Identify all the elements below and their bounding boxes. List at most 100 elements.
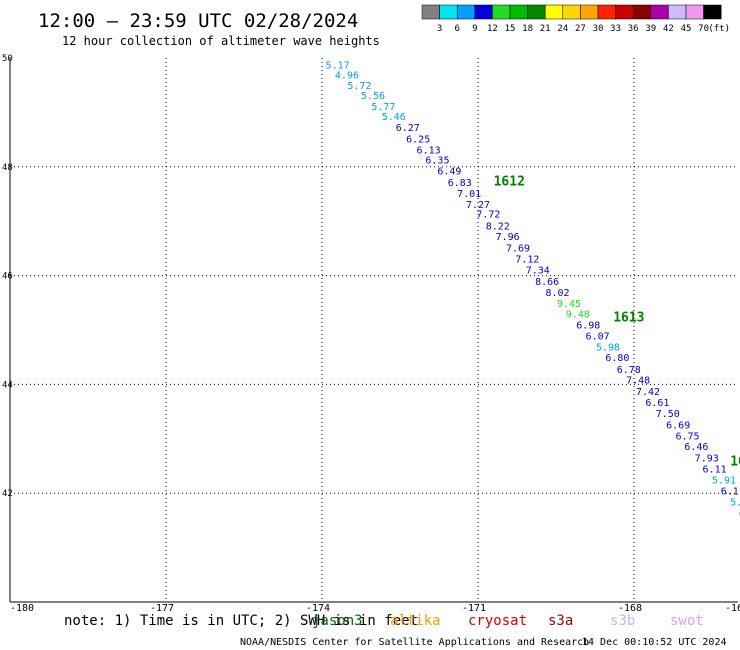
y-tick-label: 48 <box>2 163 13 173</box>
x-tick-label: -171 <box>462 603 486 614</box>
data-point-label: 5.46 <box>382 112 406 123</box>
colorbar-tick-label: 42 <box>663 24 674 34</box>
colorbar-tick-label: 70 <box>698 24 709 34</box>
colorbar-tick-label: 39 <box>645 24 656 34</box>
data-point-label: 6.98 <box>576 321 600 332</box>
data-point-label: 9.45 <box>557 299 581 310</box>
colorbar-swatch <box>544 4 564 20</box>
colorbar-tick-label: 30 <box>593 24 604 34</box>
mission-legend: jason3 altika cryosat s3a s3b swot <box>312 613 704 629</box>
data-point-label: 6.11 <box>703 465 727 476</box>
colorbar-swatch <box>456 4 476 20</box>
timestamp-text: 14 Dec 00:10:52 UTC 2024 <box>582 637 727 648</box>
colorbar-legend: 3 6 9 12 15 18 21 24 27 30 33 36 39 42 45 70 (ft) <box>421 4 730 34</box>
x-tick-label: -177 <box>150 603 174 614</box>
data-point-label: 7.96 <box>496 232 520 243</box>
data-point-label: 9.48 <box>566 310 590 321</box>
data-point-label: 8.02 <box>546 288 570 299</box>
x-tick-label: -168 <box>618 603 642 614</box>
data-point-label: 6.78 <box>617 365 641 376</box>
track-number-label: 1614 <box>730 455 740 470</box>
footer-note: note: 1) Time is in UTC; 2) SWH is in fe… <box>64 613 418 629</box>
colorbar-swatch <box>474 4 493 20</box>
chart-title: 12:00 – 23:59 UTC 02/28/2024 <box>38 10 358 32</box>
data-point-label: 6.07 <box>586 331 610 342</box>
data-point-label: 6.03 <box>739 509 740 520</box>
colorbar-tick-label: 6 <box>454 24 459 34</box>
data-point-label: 6.27 <box>396 123 420 134</box>
y-tick-label: 42 <box>2 489 13 499</box>
x-tick-label: -16 <box>725 603 740 614</box>
data-point-label: 6.46 <box>684 442 708 453</box>
colorbar-swatch <box>509 4 528 20</box>
colorbar-swatch <box>492 4 511 20</box>
data-point-label: 7.01 <box>457 189 481 200</box>
colorbar-tick-label: 12 <box>487 24 498 34</box>
data-point-label: 8.22 <box>486 222 510 233</box>
data-point-label: 6.11 <box>721 486 740 497</box>
colorbar-swatch <box>597 4 616 20</box>
data-point-label: 6.61 <box>645 398 669 409</box>
colorbar-tick-label: 3 <box>437 24 442 34</box>
data-point-label: 6.83 <box>448 178 472 189</box>
data-point-label: 4.96 <box>335 70 359 81</box>
mission-legend-item: altika <box>390 613 441 629</box>
x-tick-label: -180 <box>10 603 34 614</box>
colorbar-swatch <box>615 4 634 20</box>
data-point-label: 6.69 <box>666 421 690 432</box>
data-point-label: 6.49 <box>437 167 461 178</box>
data-point-label: 7.48 <box>626 376 650 387</box>
data-point-label: 5.98 <box>596 342 620 353</box>
data-point-label: 7.69 <box>506 243 530 254</box>
colorbar-swatch <box>703 4 722 20</box>
chart-subtitle: 12 hour collection of altimeter wave hei… <box>62 34 380 48</box>
y-tick-label: 44 <box>2 380 13 390</box>
colorbar-swatch <box>685 4 704 20</box>
data-point-label: 7.12 <box>515 255 539 266</box>
colorbar-tick-label: 9 <box>472 24 477 34</box>
data-point-label: 5.56 <box>361 91 385 102</box>
colorbar-swatch <box>439 4 458 20</box>
track-number-label: 1612 <box>494 174 525 189</box>
data-point-label: 6.75 <box>676 432 700 443</box>
data-point-label: 5.77 <box>371 102 395 113</box>
colorbar-swatch <box>650 4 669 20</box>
data-point-label: 7.42 <box>636 387 660 398</box>
y-tick-label: 50 <box>2 54 13 64</box>
colorbar-tick-label: 24 <box>557 24 568 34</box>
data-point-label: 6.80 <box>605 353 629 364</box>
mission-legend-item: s3b <box>610 613 635 629</box>
mission-legend-item: s3a <box>548 613 573 629</box>
colorbar-tick-label: 18 <box>522 24 533 34</box>
colorbar-swatch <box>562 4 581 20</box>
colorbar-tick-label: 21 <box>540 24 551 34</box>
data-point-label: 7.72 <box>476 210 500 221</box>
colorbar-tick-label: 36 <box>628 24 639 34</box>
colorbar-tick-label: 15 <box>505 24 516 34</box>
data-point-label: 7.34 <box>526 266 550 277</box>
data-point-label: 5.87 <box>730 497 740 508</box>
x-tick-label: -174 <box>306 603 330 614</box>
data-point-label: 5.17 <box>326 61 350 72</box>
colorbar-tick-label: (ft) <box>708 24 730 34</box>
credit-text: NOAA/NESDIS Center for Satellite Applica… <box>240 637 589 648</box>
colorbar-tick-label: 33 <box>610 24 621 34</box>
data-point-label: 6.25 <box>406 135 430 146</box>
colorbar-swatch <box>668 4 687 20</box>
colorbar-swatch <box>580 4 599 20</box>
data-point-label: 5.72 <box>347 81 371 92</box>
colorbar-swatch <box>527 4 546 20</box>
y-tick-label: 46 <box>2 272 13 282</box>
colorbar-tick-label: 45 <box>681 24 692 34</box>
data-point-label: 7.93 <box>695 453 719 464</box>
track-number-label: 1613 <box>613 310 644 325</box>
data-point-label: 8.66 <box>535 277 559 288</box>
data-point-label: 7.50 <box>656 409 680 420</box>
plot-area: -180 -177 -174 -171 -168 -16 42 44 46 48 50 5.174.9… <box>2 54 740 614</box>
data-point-label: 6.13 <box>417 145 441 156</box>
data-point-label: 5.91 <box>712 476 736 487</box>
mission-legend-item: jason3 <box>312 613 363 629</box>
colorbar-tick-label: 27 <box>575 24 586 34</box>
colorbar-swatch <box>421 4 440 20</box>
